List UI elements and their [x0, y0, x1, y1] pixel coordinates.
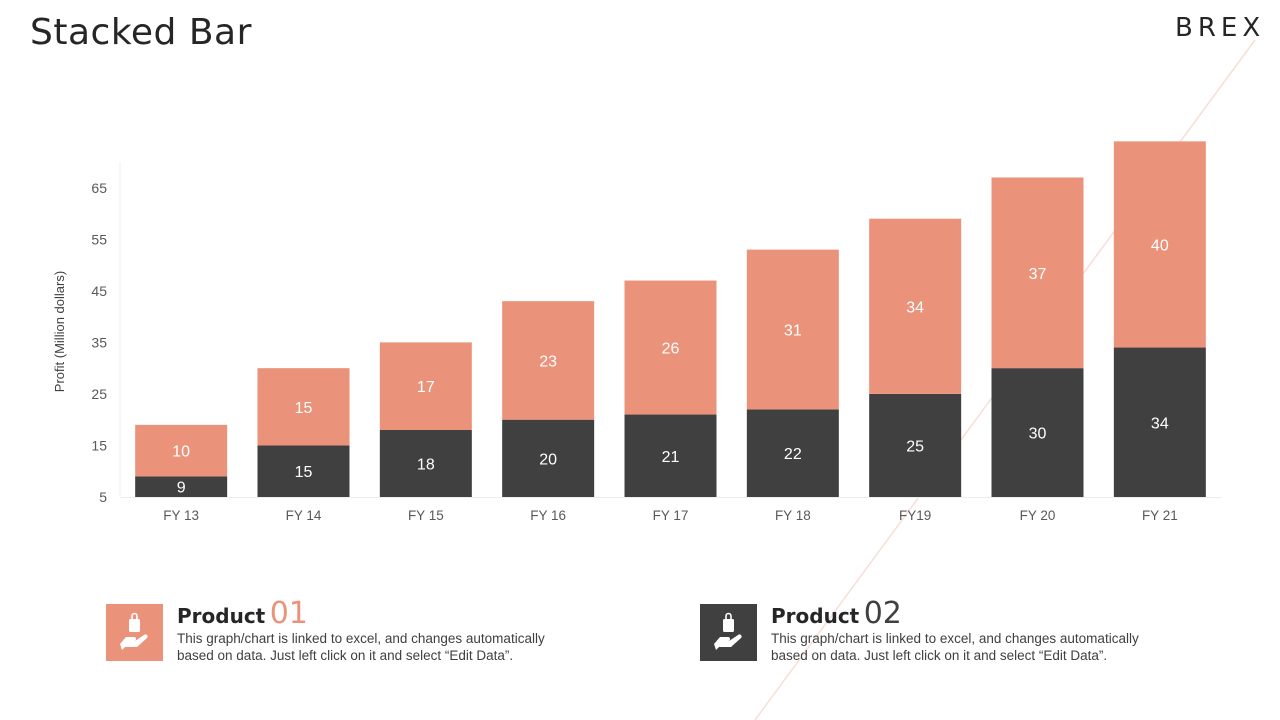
product-02-heading: Product 02: [771, 596, 902, 631]
y-tick-label: 5: [99, 489, 107, 505]
bar-segment-top: [746, 249, 839, 410]
data-label: 10: [172, 444, 190, 461]
bar-segment-bottom: [746, 409, 839, 497]
product-01-tile: [106, 604, 163, 661]
bar-segment-top: [624, 280, 717, 415]
data-label: 21: [662, 449, 680, 466]
x-tick-label: FY 16: [530, 508, 566, 523]
data-label: 22: [784, 446, 802, 463]
product-02-desc-line-2: based on data. Just left click on it and…: [771, 648, 1108, 663]
product-01-description: This graph/chart is linked to excel, and…: [177, 630, 577, 664]
brand-logo: BREX: [1175, 13, 1266, 43]
product-01-number: 01: [269, 596, 308, 631]
x-tick-label: FY 14: [286, 508, 322, 523]
y-axis-title: Profit (Million dollars): [52, 271, 67, 392]
y-tick-label: 15: [91, 437, 107, 453]
x-tick-label: FY19: [899, 508, 931, 523]
x-tick-label: FY 17: [653, 508, 689, 523]
product-02-word: Product: [771, 604, 860, 628]
y-tick-label: 35: [91, 334, 107, 350]
product-01-desc-line-2: based on data. Just left click on it and…: [177, 648, 514, 663]
data-label: 34: [1151, 415, 1169, 432]
x-tick-label: FY 20: [1020, 508, 1056, 523]
data-label: 15: [295, 464, 313, 481]
x-tick-label: FY 21: [1142, 508, 1178, 523]
hand-holding-bag-icon: [700, 604, 757, 661]
y-tick-label: 55: [91, 231, 107, 247]
data-label: 40: [1151, 237, 1169, 254]
bar-segment-top: [135, 424, 228, 477]
data-label: 31: [784, 323, 802, 340]
data-label: 26: [662, 341, 680, 358]
data-label: 18: [417, 457, 435, 474]
product-01-word: Product: [177, 604, 266, 628]
data-label: 37: [1029, 266, 1047, 283]
bar-segment-top: [991, 177, 1084, 369]
y-tick-label: 25: [91, 386, 107, 402]
bar-segment-bottom: [502, 419, 595, 497]
data-label: 17: [417, 379, 435, 396]
x-tick-label: FY 13: [163, 508, 199, 523]
bar-segment-bottom: [624, 414, 717, 497]
bar-segment-bottom: [135, 476, 228, 497]
bar-segment-top: [1113, 141, 1206, 348]
bar-segment-top: [257, 368, 350, 446]
bar-segment-bottom: [1113, 347, 1206, 497]
data-label: 20: [539, 451, 557, 468]
y-tick-label: 65: [91, 180, 107, 196]
product-01-heading: Product 01: [177, 596, 308, 631]
bar-segment-top: [869, 218, 962, 394]
page-title: Stacked Bar: [30, 12, 252, 53]
bar-segment-bottom: [379, 430, 472, 497]
data-label: 34: [906, 299, 924, 316]
stacked-bar-chart: 5 15 25 35 45 55 65 Profit (Million dollars) 9 10…: [52, 141, 1221, 523]
bar-segment-top: [379, 342, 472, 430]
product-01-desc-line-1: This graph/chart is linked to excel, and…: [177, 631, 545, 646]
product-02-description: This graph/chart is linked to excel, and…: [771, 630, 1171, 664]
x-tick-label: FY 15: [408, 508, 444, 523]
bar-segment-top: [502, 301, 595, 420]
product-02-number: 02: [863, 596, 902, 631]
x-tick-label: FY 18: [775, 508, 811, 523]
product-02-tile: [700, 604, 757, 661]
bar-segment-bottom: [869, 393, 962, 497]
y-tick-label: 45: [91, 283, 107, 299]
product-02-desc-line-1: This graph/chart is linked to excel, and…: [771, 631, 1139, 646]
data-label: 23: [539, 353, 557, 370]
bar-segment-bottom: [257, 445, 350, 497]
data-label: 30: [1029, 426, 1047, 443]
data-label: 15: [295, 400, 313, 417]
data-label: 25: [906, 438, 924, 455]
data-label: 9: [177, 480, 186, 497]
bar-segment-bottom: [991, 368, 1084, 497]
hand-holding-bag-icon: [106, 604, 163, 661]
